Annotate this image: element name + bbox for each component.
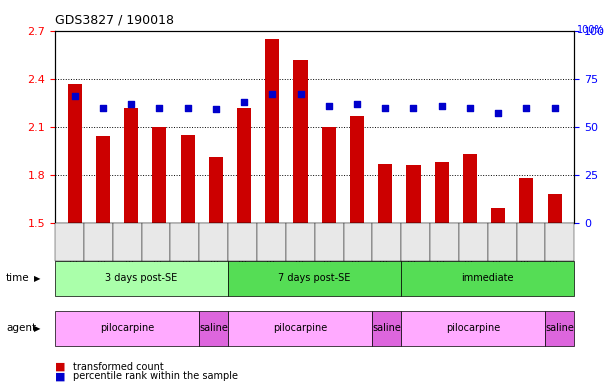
Point xyxy=(465,104,475,111)
Point xyxy=(268,91,277,97)
Bar xyxy=(265,39,279,223)
Bar xyxy=(547,194,562,223)
Bar xyxy=(378,164,392,223)
Text: saline: saline xyxy=(546,323,574,333)
Bar xyxy=(491,209,505,223)
Bar xyxy=(68,84,82,223)
Text: pilocarpine: pilocarpine xyxy=(446,323,500,333)
Text: GDS3827 / 190018: GDS3827 / 190018 xyxy=(55,14,174,27)
Point xyxy=(521,104,531,111)
Text: agent: agent xyxy=(6,323,36,333)
Text: ■: ■ xyxy=(55,371,65,381)
Point xyxy=(324,103,334,109)
Point xyxy=(155,104,164,111)
Bar xyxy=(124,108,138,223)
Text: 7 days post-SE: 7 days post-SE xyxy=(279,273,351,283)
Point xyxy=(437,103,447,109)
Point xyxy=(126,101,136,107)
Text: saline: saline xyxy=(372,323,401,333)
Bar xyxy=(181,135,195,223)
Bar xyxy=(350,116,364,223)
Point xyxy=(70,93,79,99)
Point xyxy=(409,104,419,111)
Bar xyxy=(293,60,307,223)
Point xyxy=(296,91,306,97)
Text: percentile rank within the sample: percentile rank within the sample xyxy=(73,371,238,381)
Bar xyxy=(209,157,223,223)
Point xyxy=(493,110,503,116)
Text: ▶: ▶ xyxy=(34,324,40,333)
Point xyxy=(98,104,108,111)
Text: ▶: ▶ xyxy=(34,274,40,283)
Bar xyxy=(96,136,110,223)
Text: transformed count: transformed count xyxy=(73,362,164,372)
Bar xyxy=(152,127,166,223)
Bar xyxy=(237,108,251,223)
Bar xyxy=(463,154,477,223)
Point xyxy=(211,106,221,113)
Point xyxy=(352,101,362,107)
Text: pilocarpine: pilocarpine xyxy=(273,323,327,333)
Bar xyxy=(322,127,336,223)
Point xyxy=(240,99,249,105)
Point xyxy=(550,104,560,111)
Text: immediate: immediate xyxy=(461,273,514,283)
Bar xyxy=(434,162,448,223)
Text: pilocarpine: pilocarpine xyxy=(100,323,154,333)
Text: time: time xyxy=(6,273,30,283)
Point xyxy=(380,104,390,111)
Point xyxy=(183,104,192,111)
Bar xyxy=(406,165,420,223)
Text: 100%: 100% xyxy=(577,25,605,35)
Text: ■: ■ xyxy=(55,362,65,372)
Bar xyxy=(519,178,533,223)
Text: 3 days post-SE: 3 days post-SE xyxy=(106,273,178,283)
Text: saline: saline xyxy=(199,323,228,333)
